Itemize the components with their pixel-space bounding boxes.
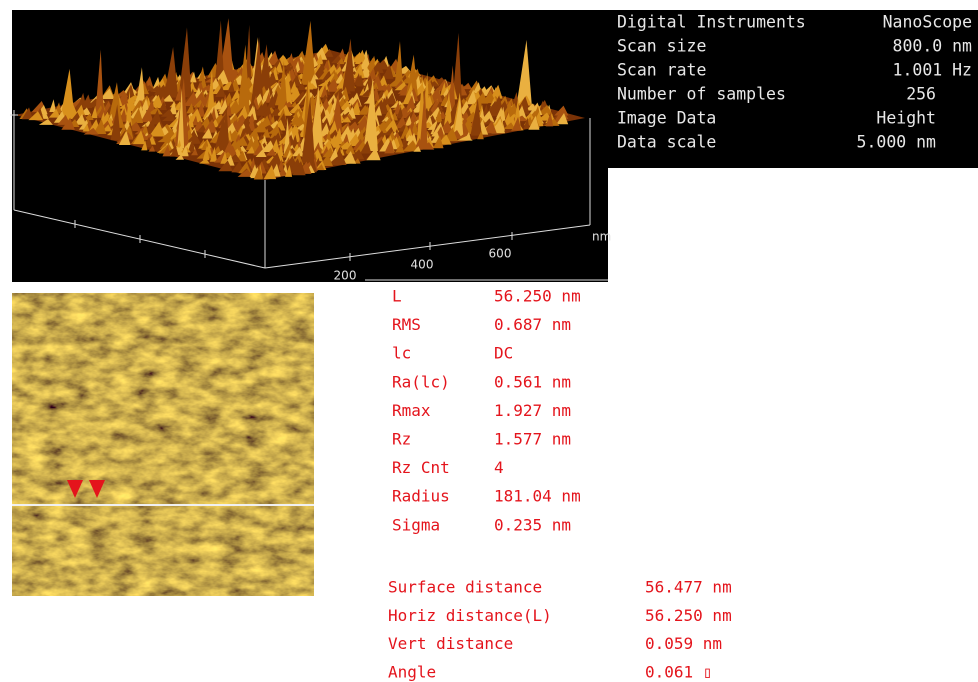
section-label: Angle <box>388 662 436 681</box>
info-label: Scan rate <box>617 61 706 80</box>
section-value: 56.477 nm <box>645 578 732 597</box>
roughness-label: Rz <box>392 430 411 449</box>
roughness-value: 0.687 nm <box>494 315 571 334</box>
info-label: Data scale <box>617 133 716 152</box>
info-label: Image Data <box>617 109 716 128</box>
info-value: 256 <box>906 85 936 104</box>
roughness-value: DC <box>494 344 513 363</box>
axis-label: 400 <box>411 258 434 272</box>
canvas: 200 400 600 nm Digital Instruments NanoScope S… <box>0 0 978 682</box>
roughness-value: 0.235 nm <box>494 515 571 534</box>
afm-screen: 200 400 600 nm Digital Instruments NanoScope S… <box>0 0 978 682</box>
info-value: 1.001 Hz <box>893 61 972 80</box>
info-label: Digital Instruments <box>617 13 806 32</box>
roughness-value: 181.04 nm <box>494 487 581 506</box>
section-label: Vert distance <box>388 634 513 653</box>
info-label: Scan size <box>617 37 706 56</box>
roughness-label: L <box>392 287 402 306</box>
roughness-value: 0.561 nm <box>494 372 571 391</box>
roughness-label: Rz Cnt <box>392 458 450 477</box>
axis-label: 200 <box>334 269 357 283</box>
axis-label: 600 <box>489 247 512 261</box>
info-value: Height <box>876 109 936 128</box>
section-label: Surface distance <box>388 578 542 597</box>
info-label: Number of samples <box>617 85 786 104</box>
section-value: 56.250 nm <box>645 606 732 625</box>
height-image <box>12 293 314 596</box>
roughness-value: 4 <box>494 458 504 477</box>
section-label: Horiz distance(L) <box>388 606 552 625</box>
roughness-label: Sigma <box>392 515 440 534</box>
roughness-label: lc <box>392 344 411 363</box>
section-value: 0.061 ▯ <box>645 662 712 681</box>
roughness-label: RMS <box>392 315 421 334</box>
roughness-label: Radius <box>392 487 450 506</box>
info-value: 5.000 nm <box>857 133 937 152</box>
roughness-label: Rmax <box>392 401 431 420</box>
axis-unit: nm <box>592 230 611 244</box>
roughness-value: 56.250 nm <box>494 287 581 306</box>
info-value: NanoScope <box>883 13 972 32</box>
roughness-value: 1.927 nm <box>494 401 571 420</box>
section-value: 0.059 nm <box>645 634 722 653</box>
roughness-label: Ra(lc) <box>392 372 450 391</box>
info-value: 800.0 nm <box>893 37 973 56</box>
roughness-value: 1.577 nm <box>494 430 571 449</box>
